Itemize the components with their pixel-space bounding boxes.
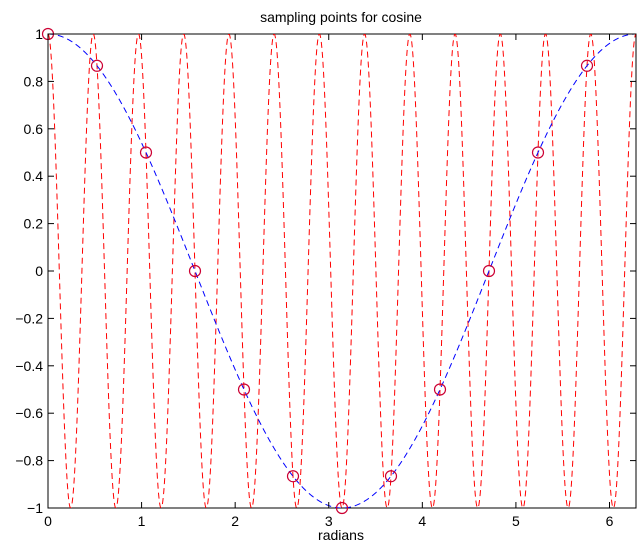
y-tick-label: −0.4 — [15, 358, 43, 374]
sample-point-marker — [335, 501, 349, 515]
sample-point-marker — [90, 59, 104, 72]
plot-frame — [47, 33, 637, 509]
y-tick-label: −1 — [27, 500, 43, 516]
x-tick-label: 2 — [231, 513, 239, 529]
y-tick-label: −0.6 — [15, 405, 43, 421]
x-tick-label: 4 — [418, 513, 426, 529]
x-tick-label: 3 — [325, 513, 333, 529]
plot-area — [41, 27, 637, 515]
x-tick-label: 0 — [44, 513, 52, 529]
y-tick-label: 1 — [35, 26, 43, 42]
sample-point-marker — [384, 470, 398, 483]
sample-point-marker — [433, 383, 447, 396]
axis-ticks: 0 1 2 3 4 5 6 −1 −0.8 −0.6 −0.4 −0.2 0 0.2 0.4 0.6 0.8 1 — [15, 26, 636, 529]
blue-dashed-series-line — [48, 34, 636, 508]
y-tick-label: 0.4 — [24, 168, 44, 184]
x-tick-label: 6 — [606, 513, 614, 529]
y-tick-label: −0.2 — [15, 310, 43, 326]
x-tick-label: 1 — [138, 513, 146, 529]
x-tick-label: 5 — [512, 513, 520, 529]
sample-point-marker — [580, 59, 594, 72]
y-tick-label: 0.8 — [24, 73, 44, 89]
sample-point-marker — [286, 470, 300, 483]
y-tick-label: 0.6 — [24, 121, 44, 137]
y-tick-label: −0.8 — [15, 453, 43, 469]
sample-point-marker — [188, 264, 202, 278]
y-tick-label: 0 — [35, 263, 43, 279]
sample-point-marker — [482, 264, 496, 278]
sample-point-marker — [139, 146, 153, 159]
sample-point-marker — [237, 383, 251, 396]
sample-point-marker — [531, 146, 545, 159]
y-tick-label: 0.2 — [24, 216, 44, 232]
x-axis-label: radians — [318, 527, 364, 543]
chart-title: sampling points for cosine — [260, 9, 422, 25]
red-dashed-series-line — [48, 34, 636, 508]
